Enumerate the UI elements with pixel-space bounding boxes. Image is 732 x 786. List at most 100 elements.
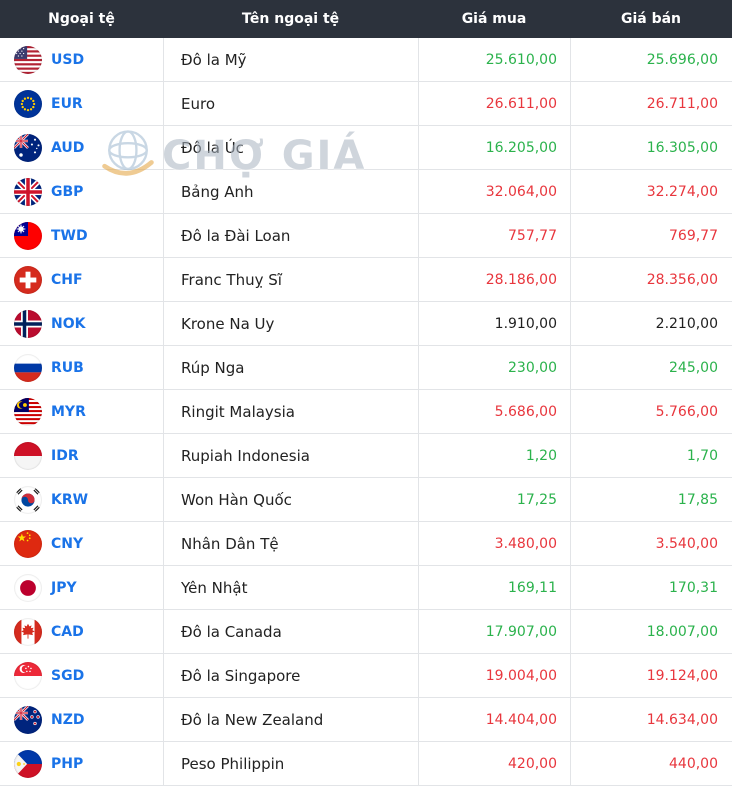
name-cell: Đô la New Zealand — [163, 698, 418, 741]
buy-price-cell: 757,77 — [418, 214, 570, 257]
table-body: USD Đô la Mỹ 25.610,00 25.696,00 EUR Eur… — [0, 38, 732, 786]
currency-code: CNY — [51, 535, 84, 552]
buy-price: 26.611,00 — [485, 95, 557, 112]
currency-name: Krone Na Uy — [181, 314, 275, 333]
buy-price-cell: 3.480,00 — [418, 522, 570, 565]
currency-code: IDR — [51, 447, 79, 464]
sell-price-cell: 17,85 — [570, 478, 732, 521]
sell-price: 19.124,00 — [646, 667, 718, 684]
sell-price: 2.210,00 — [655, 315, 718, 332]
header-sell-price: Giá bán — [620, 11, 682, 27]
name-cell: Đô la Singapore — [163, 654, 418, 697]
sell-price: 769,77 — [669, 227, 718, 244]
sell-price-cell: 440,00 — [570, 742, 732, 785]
table-row: SGD Đô la Singapore 19.004,00 19.124,00 — [0, 654, 732, 698]
currency-name: Ringit Malaysia — [181, 402, 295, 421]
buy-price-cell: 230,00 — [418, 346, 570, 389]
buy-price: 5.686,00 — [494, 403, 557, 420]
buy-price: 14.404,00 — [485, 711, 557, 728]
buy-price-cell: 17,25 — [418, 478, 570, 521]
currency-cell: TWD — [0, 214, 163, 257]
sell-price-cell: 28.356,00 — [570, 258, 732, 301]
south-korea-flag-icon — [14, 485, 42, 514]
name-cell: Ringit Malaysia — [163, 390, 418, 433]
sell-price: 28.356,00 — [646, 271, 718, 288]
buy-price-cell: 19.004,00 — [418, 654, 570, 697]
malaysia-flag-icon — [14, 397, 42, 426]
name-cell: Đô la Canada — [163, 610, 418, 653]
buy-price: 757,77 — [508, 227, 557, 244]
sell-price: 3.540,00 — [655, 535, 718, 552]
currency-name: Franc Thuỵ Sĩ — [181, 270, 282, 289]
currency-name: Rúp Nga — [181, 358, 245, 377]
currency-cell: GBP — [0, 170, 163, 213]
currency-name: Bảng Anh — [181, 182, 254, 201]
currency-cell: EUR — [0, 82, 163, 125]
table-row: MYR Ringit Malaysia 5.686,00 5.766,00 — [0, 390, 732, 434]
currency-cell: CHF — [0, 258, 163, 301]
currency-code: MYR — [51, 403, 86, 420]
header-currency-name: Tên ngoại tệ — [241, 11, 340, 27]
currency-code: CHF — [51, 271, 83, 288]
name-cell: Rupiah Indonesia — [163, 434, 418, 477]
sell-price: 14.634,00 — [646, 711, 718, 728]
sell-price-cell: 170,31 — [570, 566, 732, 609]
buy-price-cell: 16.205,00 — [418, 126, 570, 169]
table-row: USD Đô la Mỹ 25.610,00 25.696,00 — [0, 38, 732, 82]
currency-code: TWD — [51, 227, 88, 244]
sell-price: 26.711,00 — [646, 95, 718, 112]
indonesia-flag-icon — [14, 441, 42, 470]
buy-price-cell: 5.686,00 — [418, 390, 570, 433]
table-row: EUR Euro 26.611,00 26.711,00 — [0, 82, 732, 126]
sell-price: 32.274,00 — [646, 183, 718, 200]
sell-price-cell: 14.634,00 — [570, 698, 732, 741]
currency-code: JPY — [51, 579, 77, 596]
currency-name: Đô la New Zealand — [181, 710, 324, 729]
sell-price-cell: 245,00 — [570, 346, 732, 389]
sell-price: 170,31 — [669, 579, 718, 596]
table-row: TWD Đô la Đài Loan 757,77 769,77 — [0, 214, 732, 258]
currency-cell: AUD — [0, 126, 163, 169]
sell-price: 245,00 — [669, 359, 718, 376]
table-row: CHF Franc Thuỵ Sĩ 28.186,00 28.356,00 — [0, 258, 732, 302]
table-row: CAD Đô la Canada 17.907,00 18.007,00 — [0, 610, 732, 654]
japan-flag-icon — [14, 573, 42, 602]
currency-cell: SGD — [0, 654, 163, 697]
buy-price: 16.205,00 — [485, 139, 557, 156]
table-header: Ngoại tệ Tên ngoại tệ Giá mua Giá bán — [0, 0, 732, 38]
name-cell: Đô la Úc — [163, 126, 418, 169]
buy-price: 3.480,00 — [494, 535, 557, 552]
sell-price: 17,85 — [677, 491, 718, 508]
name-cell: Đô la Đài Loan — [163, 214, 418, 257]
name-cell: Yên Nhật — [163, 566, 418, 609]
sell-price-cell: 3.540,00 — [570, 522, 732, 565]
currency-cell: IDR — [0, 434, 163, 477]
currency-code: GBP — [51, 183, 84, 200]
currency-code: AUD — [51, 139, 85, 156]
table-row: AUD Đô la Úc 16.205,00 16.305,00 — [0, 126, 732, 170]
buy-price: 1.910,00 — [494, 315, 557, 332]
currency-code: PHP — [51, 755, 84, 772]
sell-price-cell: 19.124,00 — [570, 654, 732, 697]
buy-price: 28.186,00 — [485, 271, 557, 288]
currency-code: EUR — [51, 95, 83, 112]
taiwan-flag-icon — [14, 221, 42, 250]
currency-cell: NZD — [0, 698, 163, 741]
china-flag-icon — [14, 529, 42, 558]
sell-price-cell: 32.274,00 — [570, 170, 732, 213]
currency-cell: NOK — [0, 302, 163, 345]
buy-price: 19.004,00 — [485, 667, 557, 684]
currency-cell: CNY — [0, 522, 163, 565]
buy-price-cell: 1.910,00 — [418, 302, 570, 345]
buy-price: 25.610,00 — [485, 51, 557, 68]
sell-price: 25.696,00 — [646, 51, 718, 68]
table-row: CNY Nhân Dân Tệ 3.480,00 3.540,00 — [0, 522, 732, 566]
norway-flag-icon — [14, 309, 42, 338]
currency-cell: JPY — [0, 566, 163, 609]
header-currency: Ngoại tệ — [48, 11, 115, 27]
russia-flag-icon — [14, 353, 42, 382]
buy-price-cell: 25.610,00 — [418, 38, 570, 81]
currency-cell: KRW — [0, 478, 163, 521]
buy-price: 1,20 — [525, 447, 557, 464]
